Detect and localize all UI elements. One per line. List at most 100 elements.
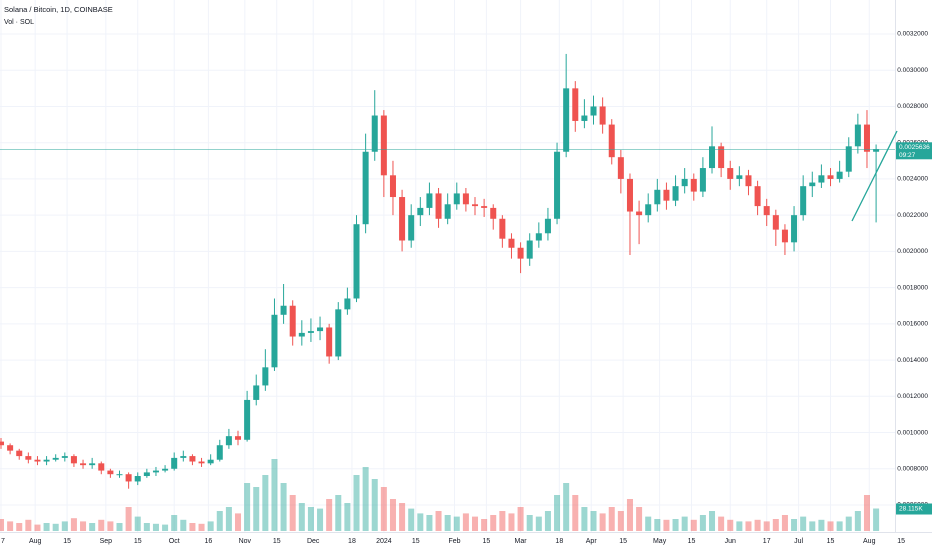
candle-body <box>107 470 114 475</box>
volume-bar <box>25 519 32 531</box>
x-tick-label: 15 <box>483 538 491 545</box>
volume-bar <box>554 495 561 531</box>
candle-body <box>216 445 223 460</box>
volume-bar <box>408 508 415 531</box>
volume-tag <box>896 503 932 515</box>
x-tick-label: Aug <box>863 538 876 545</box>
candle-body <box>16 450 23 457</box>
candle-body <box>162 468 169 471</box>
candle-body <box>572 88 579 121</box>
volume-bar <box>134 516 141 531</box>
volume-bar <box>298 503 305 531</box>
candle-body <box>827 175 834 179</box>
volume-bar <box>189 523 196 531</box>
y-tick-label: 0.0032000 <box>897 31 928 38</box>
candle-body <box>800 186 807 216</box>
candle-body <box>672 186 679 201</box>
candle-body <box>818 175 825 183</box>
volume-bar <box>98 519 105 531</box>
candle-body <box>763 206 770 216</box>
volume-bar <box>43 523 50 531</box>
candle-body <box>80 463 87 466</box>
candle-body <box>809 182 816 187</box>
candle-body <box>271 314 278 368</box>
candle-body <box>736 175 743 179</box>
y-tick-label: 0.0016000 <box>897 321 928 328</box>
last-price-label: 0.0025636 <box>899 144 930 151</box>
volume-bar <box>289 495 296 531</box>
volume-bar <box>827 521 834 531</box>
volume-bar <box>244 483 251 531</box>
volume-bar <box>307 507 314 531</box>
candle-body <box>280 305 287 315</box>
y-tick-label: 0.0030000 <box>897 67 928 74</box>
candle-body <box>791 215 798 243</box>
candle-body <box>544 218 551 234</box>
volume-bar <box>125 507 132 531</box>
volume-bar <box>791 519 798 531</box>
volume-bar <box>563 483 570 531</box>
candle-body <box>289 305 296 337</box>
candle-body <box>490 207 497 219</box>
volume-bar <box>152 523 159 531</box>
candle-body <box>171 457 178 469</box>
axes: 0.00060000.00080000.00100000.00120000.00… <box>1 31 932 545</box>
candle-body <box>636 211 643 216</box>
volume-bar <box>80 521 87 531</box>
volume-bar <box>107 521 114 531</box>
x-tick-label: 7 <box>1 538 5 545</box>
volume-bar <box>462 513 469 531</box>
candle-body <box>207 459 214 464</box>
candles <box>0 53 895 489</box>
volume-bar <box>262 475 269 531</box>
candle-body <box>645 204 652 216</box>
candle-body <box>481 206 488 208</box>
candle-body <box>234 436 242 440</box>
volume-bar <box>709 511 716 531</box>
candle-body <box>116 474 123 476</box>
y-tick-label: 0.0008000 <box>897 465 928 472</box>
volume-bar <box>681 516 688 531</box>
candle-body <box>472 204 479 207</box>
x-tick-label: Jun <box>725 538 736 545</box>
volume-pane <box>0 459 880 531</box>
candle-body <box>873 149 880 152</box>
x-tick-label: 2024 <box>376 538 392 545</box>
y-tick-label: 0.0014000 <box>897 357 928 364</box>
volume-bar <box>70 518 77 531</box>
x-tick-label: 15 <box>412 538 420 545</box>
volume-title: Vol · SOL <box>4 19 34 26</box>
candle-body <box>335 309 342 357</box>
volume-bar <box>435 511 442 531</box>
candle-body <box>654 189 661 205</box>
x-tick-label: 15 <box>619 538 627 545</box>
y-tick-label: 0.0018000 <box>897 284 928 291</box>
x-tick-label: 17 <box>763 538 771 545</box>
volume-bar <box>371 479 378 531</box>
volume-bar <box>426 515 433 531</box>
candle-body <box>681 178 688 187</box>
candle-body <box>371 115 378 152</box>
candle-body <box>225 436 232 446</box>
x-tick-label: Jul <box>794 538 803 545</box>
volume-bar <box>353 475 360 531</box>
candle-body <box>134 476 141 482</box>
volume-bar <box>727 519 734 531</box>
candle-body <box>709 146 716 169</box>
x-tick-label: May <box>653 538 667 545</box>
candle-body <box>499 218 506 239</box>
x-tick-label: Sep <box>100 538 113 545</box>
candle-body <box>344 298 351 310</box>
volume-bar <box>344 503 351 531</box>
candle-body <box>25 456 32 460</box>
volume-bar <box>326 499 333 531</box>
volume-bar <box>617 511 624 531</box>
candle-body <box>781 229 788 243</box>
trend-line[interactable] <box>851 130 898 222</box>
candle-body <box>517 247 524 259</box>
volume-bar <box>544 511 551 531</box>
volume-bar <box>690 519 697 531</box>
volume-bar <box>216 511 223 531</box>
volume-bar <box>763 521 770 531</box>
